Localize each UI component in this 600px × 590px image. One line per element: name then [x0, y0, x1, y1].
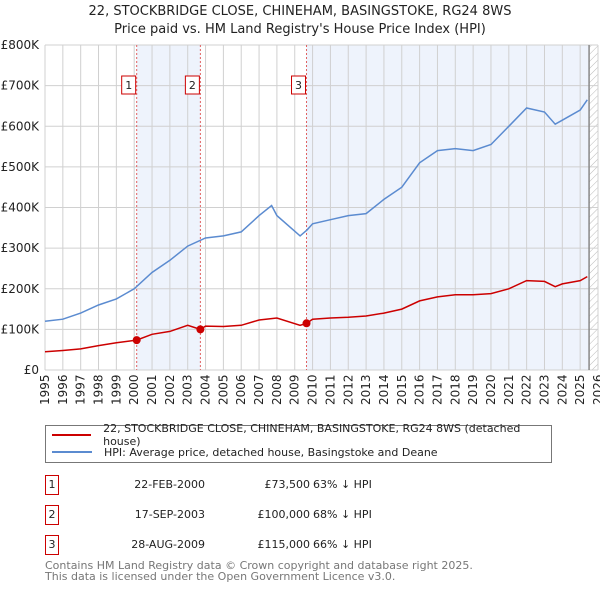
x-tick-label: 1998 — [92, 374, 106, 405]
x-tick-label: 2008 — [270, 374, 284, 405]
price-paid-line — [44, 275, 588, 353]
x-tick-label: 2011 — [323, 374, 337, 405]
x-tick-label: 2018 — [448, 374, 462, 405]
x-tick-label: 2017 — [430, 374, 444, 405]
x-tick-label: 2002 — [163, 374, 177, 405]
sale-row: 2 17-SEP-2003 £100,000 68% ↓ HPI — [45, 505, 485, 525]
sale-date: 22-FEB-2000 — [134, 478, 205, 491]
sale-hpi: 68% ↓ HPI — [313, 508, 372, 521]
footer-line: Contains HM Land Registry data © Crown c… — [45, 559, 473, 572]
x-tick-label: 1996 — [56, 374, 70, 405]
y-tick-label: £400K — [1, 201, 41, 215]
x-tick-label: 1999 — [109, 374, 123, 405]
x-tick-label: 2023 — [537, 374, 551, 405]
sale-marker-label: 2 — [189, 79, 196, 92]
sale-price: £73,500 — [264, 478, 311, 491]
y-tick-label: £200K — [1, 282, 41, 296]
legend: 22, STOCKBRIDGE CLOSE, CHINEHAM, BASINGS… — [45, 422, 552, 463]
x-tick-label: 2000 — [127, 374, 141, 405]
sale-marker: 2 — [45, 505, 59, 525]
sale-marker-box — [121, 75, 137, 95]
legend-blue-line — [52, 451, 92, 453]
y-tick-label: £600K — [1, 119, 41, 133]
sale-price: £115,000 — [257, 538, 311, 551]
x-tick-label: 2015 — [395, 374, 409, 405]
x-tick-label: 2009 — [288, 374, 302, 405]
x-tick-label: 2014 — [377, 374, 391, 405]
x-tick-label: 2020 — [484, 374, 498, 405]
sale-marker-label: 3 — [295, 79, 302, 92]
sale-row: 3 28-AUG-2009 £115,000 66% ↓ HPI — [45, 535, 485, 555]
sale-marker: 3 — [45, 535, 59, 555]
sale-price: £100,000 — [257, 508, 311, 521]
x-tick-label: 1995 — [38, 374, 52, 405]
sale-hpi: 63% ↓ HPI — [313, 478, 372, 491]
legend-red-line — [52, 434, 92, 436]
x-tick-label: 2001 — [145, 374, 159, 405]
x-tick-label: 2019 — [466, 374, 480, 405]
y-tick-label: £100K — [1, 322, 41, 336]
x-tick-label: 2021 — [502, 374, 516, 405]
sale-point — [132, 336, 141, 345]
sale-marker-label: 1 — [125, 79, 132, 92]
y-tick-label: £500K — [1, 160, 41, 174]
y-tick-label: £800K — [1, 38, 41, 52]
legend-label: 22, STOCKBRIDGE CLOSE, CHINEHAM, BASINGS… — [103, 422, 521, 448]
x-tick-label: 2016 — [413, 374, 427, 405]
sale-point — [196, 325, 205, 334]
x-tick-label: 2005 — [216, 374, 230, 405]
sale-row: 1 22-FEB-2000 £73,500 63% ↓ HPI — [45, 475, 485, 495]
x-tick-label: 2004 — [199, 374, 213, 405]
legend-label: HPI: Average price, detached house, Basi… — [104, 445, 438, 459]
x-tick-label: 2022 — [520, 374, 534, 405]
x-tick-label: 2024 — [555, 374, 569, 405]
x-tick-label: 2012 — [341, 374, 355, 405]
sale-date: 17-SEP-2003 — [134, 508, 205, 521]
x-tick-label: 2026 — [591, 374, 600, 405]
chart-plot: 1995 1996 1997 1998 1999 2000 2001 2002 2003 2004… — [1, 38, 600, 405]
y-tick-label: £0 — [24, 363, 39, 377]
x-tick-label: 1997 — [74, 374, 88, 405]
y-tick-label: £700K — [1, 79, 41, 93]
x-tick-label: 2025 — [573, 374, 587, 405]
x-tick-label: 2010 — [306, 374, 320, 405]
x-tick-label: 2003 — [181, 374, 195, 405]
sale-date: 28-AUG-2009 — [131, 538, 205, 551]
sale-marker: 1 — [45, 475, 59, 495]
x-tick-label: 2013 — [359, 374, 373, 405]
sale-point — [302, 319, 311, 328]
footer: Contains HM Land Registry data © Crown c… — [45, 560, 473, 582]
footer-line: This data is licensed under the Open Gov… — [45, 570, 396, 583]
chart-subtitle: Price paid vs. HM Land Registry's House … — [114, 22, 486, 37]
sale-marker-box — [291, 75, 307, 95]
chart-title: 22, STOCKBRIDGE CLOSE, CHINEHAM, BASINGS… — [88, 4, 512, 19]
sale-hpi: 66% ↓ HPI — [313, 538, 372, 551]
x-tick-label: 2007 — [252, 374, 266, 405]
y-tick-label: £300K — [1, 241, 41, 255]
hpi-line — [44, 99, 588, 323]
x-tick-label: 2006 — [234, 374, 248, 405]
sale-marker-box — [184, 75, 200, 95]
